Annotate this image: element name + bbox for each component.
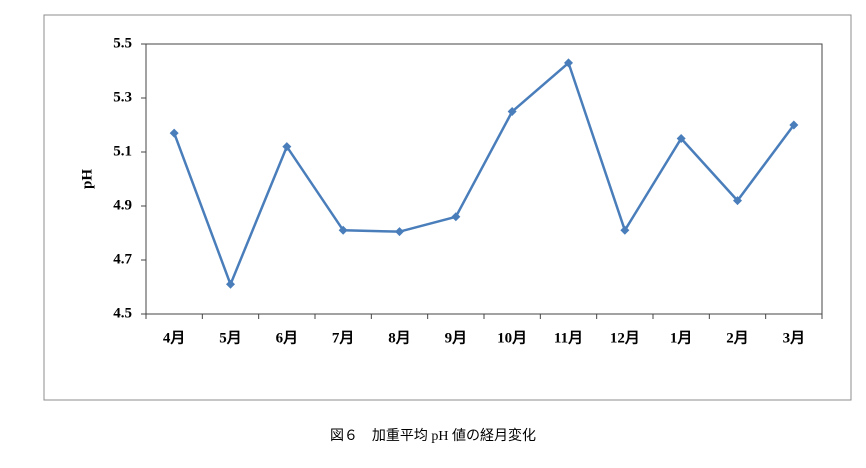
data-point <box>395 227 404 237</box>
y-tick-label: 5.5 <box>113 35 132 51</box>
x-tick-label: 1月 <box>670 329 693 346</box>
x-tick-label: 6月 <box>276 329 299 346</box>
data-point <box>507 107 517 116</box>
x-tick-label: 5月 <box>219 329 242 346</box>
x-tick-label: 11月 <box>554 329 583 346</box>
data-point <box>169 128 179 138</box>
chart-frame <box>43 14 852 401</box>
data-point <box>338 225 348 235</box>
y-tick-label: 5.3 <box>113 89 132 105</box>
x-tick-label: 8月 <box>388 329 411 346</box>
y-tick-label: 4.9 <box>113 197 132 213</box>
caption: 図６ 加重平均 pH 値の経月変化 <box>330 427 536 444</box>
x-tick-label: 3月 <box>783 329 806 346</box>
data-point <box>789 120 799 130</box>
x-tick-label: 12月 <box>610 329 640 346</box>
data-point <box>676 134 686 143</box>
data-point <box>451 212 461 222</box>
data-point <box>564 58 573 68</box>
x-tick-label: 7月 <box>332 329 355 346</box>
data-line <box>172 60 795 288</box>
y-tick-label: 5.1 <box>113 143 132 159</box>
data-point <box>733 196 742 206</box>
y-axis-label: pH <box>79 169 95 189</box>
data-point <box>226 279 235 289</box>
data-point <box>620 225 630 235</box>
x-tick-label: 9月 <box>445 329 468 346</box>
x-tick-label: 4月 <box>163 329 186 346</box>
y-tick-label: 4.7 <box>113 251 132 267</box>
x-tick-label: 2月 <box>726 329 749 346</box>
data-point <box>282 142 292 152</box>
y-tick-label: 4.5 <box>113 305 132 321</box>
x-tick-label: 10月 <box>497 329 527 346</box>
